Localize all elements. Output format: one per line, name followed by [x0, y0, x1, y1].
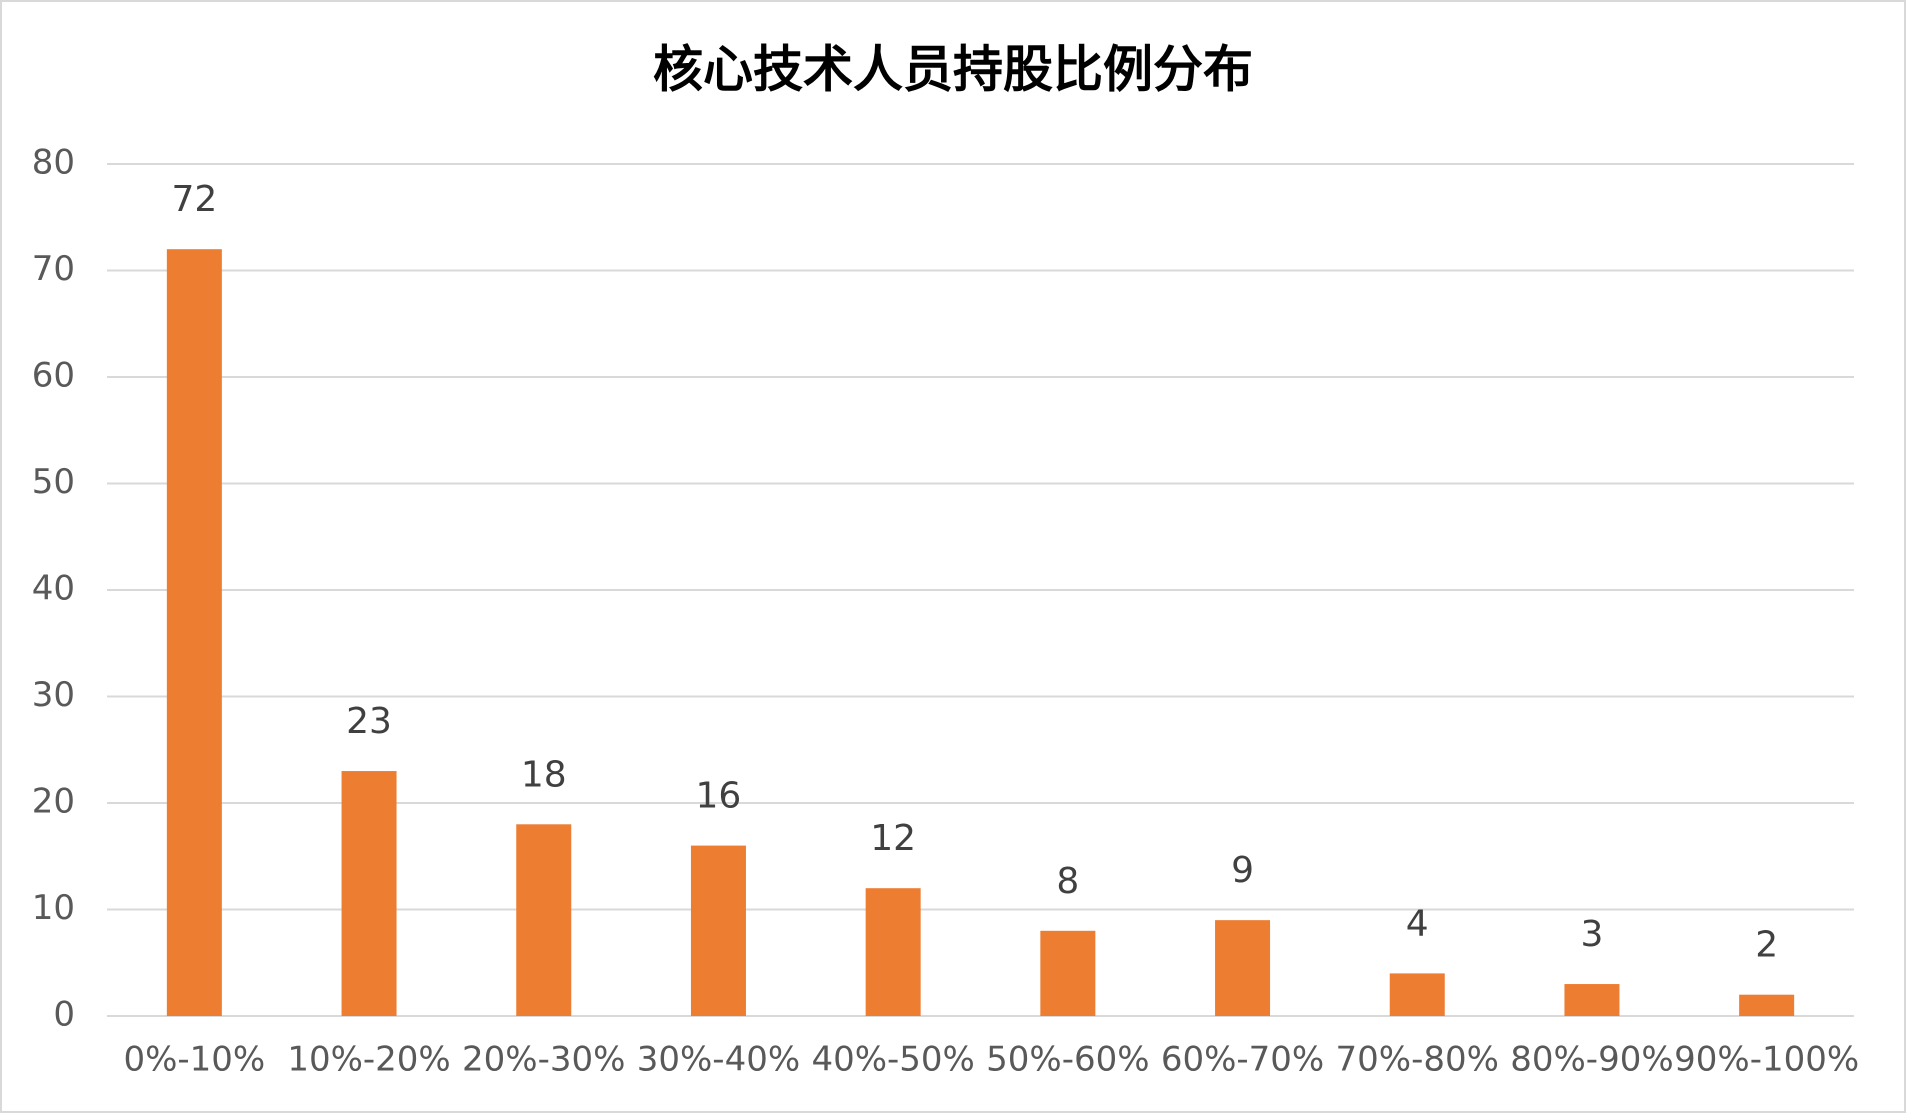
bar	[341, 771, 397, 1016]
bar	[1564, 984, 1620, 1016]
data-label: 8	[1056, 861, 1079, 902]
data-label: 72	[171, 179, 217, 220]
x-tick-label: 40%-50%	[811, 1040, 974, 1080]
x-tick-label: 70%-80%	[1336, 1040, 1499, 1080]
chart-title: 核心技术人员持股比例分布	[653, 41, 1253, 99]
x-tick-label: 0%-10%	[123, 1040, 265, 1080]
x-tick-label: 90%-100%	[1674, 1040, 1859, 1080]
bar	[1215, 920, 1271, 1016]
bar	[1040, 930, 1096, 1016]
x-tick-label: 60%-70%	[1161, 1040, 1324, 1080]
bar	[1739, 994, 1795, 1016]
y-tick-label: 50	[32, 462, 75, 502]
y-tick-label: 20	[32, 782, 75, 822]
bar	[1389, 973, 1445, 1016]
x-tick-label: 50%-60%	[986, 1040, 1149, 1080]
y-tick-label: 0	[53, 995, 75, 1035]
bar	[516, 824, 572, 1016]
y-tick-label: 30	[32, 675, 75, 715]
data-label: 16	[696, 776, 742, 817]
y-tick-label: 70	[32, 249, 75, 289]
data-label: 23	[346, 701, 392, 742]
bar	[690, 845, 746, 1016]
x-tick-label: 80%-90%	[1510, 1040, 1673, 1080]
x-tick-label: 20%-30%	[462, 1040, 625, 1080]
data-label: 9	[1231, 850, 1254, 891]
y-tick-label: 10	[32, 888, 75, 928]
bar	[166, 249, 222, 1016]
data-label: 18	[521, 754, 567, 795]
x-tick-label: 30%-40%	[637, 1040, 800, 1080]
bar	[865, 888, 921, 1016]
x-tick-label: 10%-20%	[287, 1040, 450, 1080]
data-label: 3	[1580, 914, 1603, 955]
y-tick-label: 40	[32, 569, 75, 609]
y-tick-label: 80	[32, 143, 75, 183]
data-label: 2	[1755, 925, 1778, 966]
data-label: 4	[1406, 903, 1429, 944]
y-tick-label: 60	[32, 356, 75, 396]
data-label: 12	[870, 818, 916, 859]
